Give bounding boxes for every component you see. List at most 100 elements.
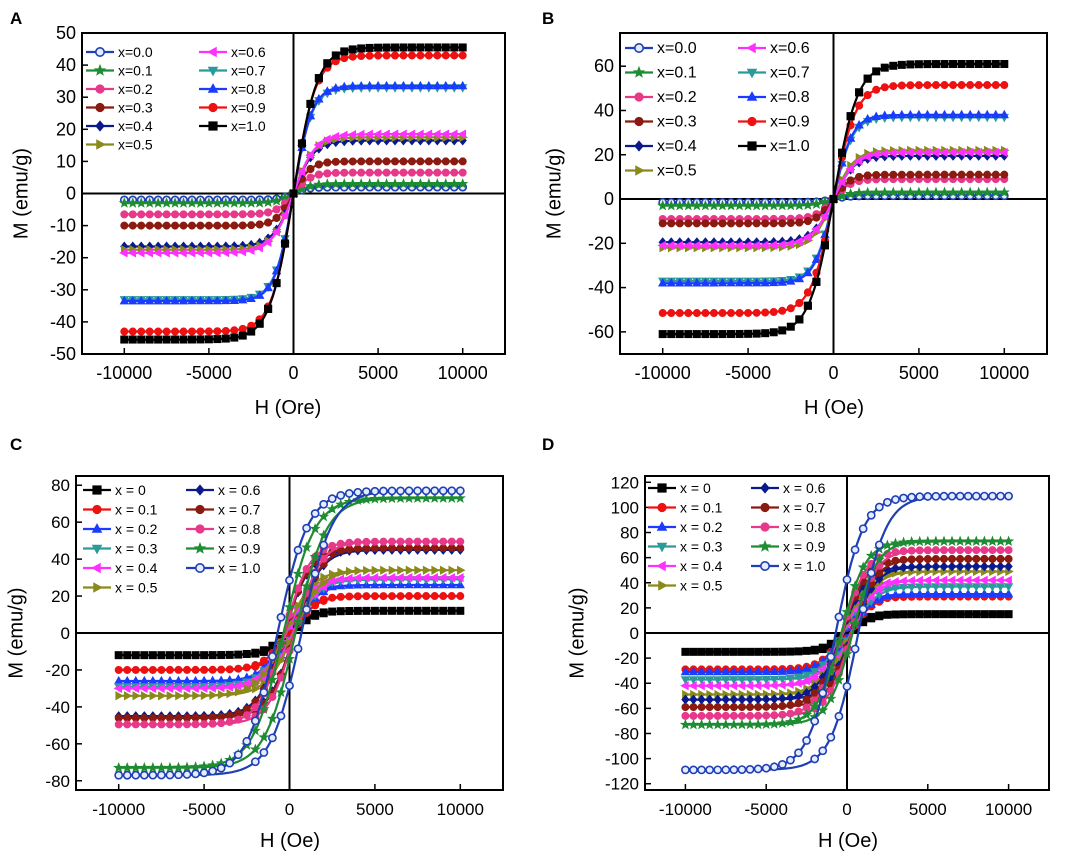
data-point bbox=[174, 665, 183, 674]
data-point bbox=[339, 130, 348, 140]
data-point bbox=[850, 644, 860, 654]
data-point bbox=[988, 561, 997, 572]
data-point bbox=[966, 81, 975, 90]
data-point bbox=[751, 240, 760, 251]
legend-marker bbox=[207, 83, 219, 93]
data-point bbox=[336, 490, 346, 500]
y-tick-label: -40 bbox=[588, 278, 614, 298]
data-point bbox=[378, 573, 387, 583]
data-point bbox=[729, 703, 738, 712]
data-point bbox=[880, 63, 889, 72]
legend-item: x = 0.9 bbox=[751, 539, 826, 555]
data-point bbox=[769, 680, 778, 691]
data-point bbox=[777, 277, 787, 286]
data-point bbox=[914, 535, 926, 547]
data-point bbox=[399, 157, 408, 166]
data-point bbox=[318, 510, 330, 522]
data-point bbox=[996, 554, 1005, 563]
data-point bbox=[913, 147, 923, 158]
legend-marker bbox=[633, 42, 644, 53]
data-point bbox=[164, 761, 176, 773]
data-point bbox=[891, 495, 900, 504]
data-point bbox=[203, 248, 213, 258]
data-point bbox=[187, 221, 196, 230]
data-point bbox=[717, 240, 726, 251]
legend-label: x = 0 bbox=[115, 482, 146, 498]
data-point bbox=[761, 666, 771, 676]
legend-marker bbox=[658, 580, 668, 591]
y-tick-label: 0 bbox=[630, 624, 639, 643]
data-point bbox=[424, 80, 434, 90]
data-point bbox=[353, 487, 363, 497]
data-point bbox=[862, 152, 871, 162]
data-point bbox=[220, 247, 230, 258]
y-tick-label: 0 bbox=[61, 624, 70, 643]
data-point bbox=[970, 535, 982, 547]
data-point bbox=[430, 606, 439, 615]
data-point bbox=[424, 157, 433, 166]
data-point bbox=[784, 716, 796, 727]
data-point bbox=[183, 665, 192, 674]
data-point bbox=[254, 196, 266, 208]
legend-item: x=0.0 bbox=[625, 40, 697, 57]
data-point bbox=[377, 492, 389, 504]
legend-marker bbox=[746, 68, 758, 79]
x-tick-label: -5000 bbox=[725, 363, 771, 383]
data-point bbox=[704, 681, 713, 691]
data-point bbox=[245, 197, 257, 208]
legend-marker bbox=[760, 482, 770, 494]
data-point bbox=[752, 681, 762, 691]
data-point bbox=[899, 547, 908, 556]
data-point bbox=[923, 546, 932, 555]
data-point bbox=[326, 503, 338, 514]
y-tick-label: 20 bbox=[594, 145, 614, 165]
data-point bbox=[761, 219, 770, 228]
data-point bbox=[713, 647, 722, 656]
data-point bbox=[696, 666, 707, 676]
data-point bbox=[1004, 546, 1013, 555]
data-point bbox=[132, 691, 141, 701]
data-point bbox=[340, 157, 349, 166]
x-tick-label: 0 bbox=[288, 363, 298, 383]
data-point bbox=[364, 129, 373, 139]
data-point bbox=[447, 592, 456, 601]
data-point bbox=[448, 565, 457, 575]
legend-item: x=0.5 bbox=[625, 163, 697, 180]
legend-label: x=0.2 bbox=[118, 81, 153, 97]
data-point bbox=[268, 652, 277, 661]
data-point bbox=[456, 592, 465, 601]
data-point bbox=[689, 765, 698, 775]
data-point bbox=[275, 686, 287, 698]
legend-item: x = 0.6 bbox=[186, 482, 261, 498]
data-point bbox=[405, 592, 414, 601]
data-point bbox=[786, 755, 795, 765]
data-point bbox=[955, 588, 965, 598]
data-point bbox=[972, 554, 981, 563]
legend-marker bbox=[746, 42, 756, 54]
data-point bbox=[841, 648, 853, 659]
data-point bbox=[705, 765, 715, 775]
data-point bbox=[736, 718, 748, 730]
data-point bbox=[119, 295, 129, 305]
data-point bbox=[666, 278, 676, 287]
legend-marker bbox=[195, 484, 205, 496]
data-point bbox=[786, 322, 795, 331]
data-point bbox=[708, 199, 720, 211]
data-point bbox=[689, 647, 698, 656]
data-point bbox=[196, 327, 205, 336]
data-point bbox=[138, 761, 150, 773]
data-point bbox=[208, 651, 217, 660]
panel-D: D -120 -100 -80 -60 -40 -20 0 20 40 60 80 100 120 -100… bbox=[542, 435, 1050, 852]
data-point bbox=[195, 295, 206, 305]
data-point bbox=[433, 43, 442, 52]
data-point bbox=[141, 691, 150, 701]
data-point bbox=[721, 711, 730, 720]
legend-item: x=0.1 bbox=[625, 65, 697, 82]
data-point bbox=[939, 546, 948, 555]
data-point bbox=[931, 546, 940, 555]
data-point bbox=[973, 186, 985, 198]
data-point bbox=[396, 537, 405, 546]
data-point bbox=[302, 605, 311, 614]
data-point bbox=[416, 157, 425, 166]
data-point bbox=[725, 199, 737, 211]
